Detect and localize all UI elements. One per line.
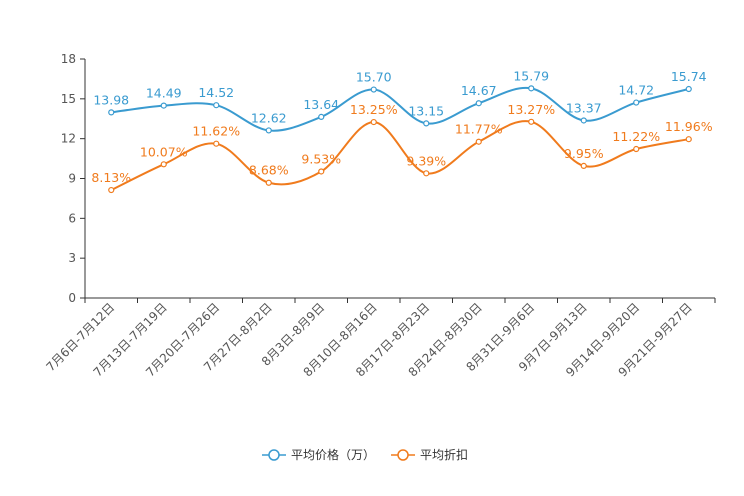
data-label: 11.96% bbox=[665, 119, 713, 134]
legend[interactable]: 平均价格（万） 平均折扣 bbox=[262, 447, 468, 462]
legend-swatch-marker bbox=[397, 449, 409, 461]
legend-label: 平均折扣 bbox=[420, 447, 468, 462]
y-tick-label: 15 bbox=[61, 92, 76, 106]
data-label: 15.79 bbox=[513, 68, 549, 83]
data-label: 9.95% bbox=[564, 146, 604, 161]
y-tick-label: 6 bbox=[68, 211, 76, 225]
data-point bbox=[528, 118, 535, 125]
y-tick-label: 3 bbox=[68, 251, 76, 265]
data-point bbox=[108, 109, 115, 116]
data-label: 14.72 bbox=[618, 83, 654, 98]
data-label: 10.07% bbox=[140, 144, 188, 159]
data-point bbox=[370, 86, 377, 93]
y-tick-label: 0 bbox=[68, 291, 76, 305]
data-point bbox=[370, 118, 377, 126]
legend-item-1[interactable]: 平均折扣 bbox=[391, 447, 468, 462]
data-label: 14.67 bbox=[461, 83, 497, 98]
series-lines bbox=[108, 85, 692, 194]
data-point bbox=[423, 170, 430, 177]
data-point bbox=[580, 117, 587, 124]
data-label: 15.74 bbox=[671, 69, 707, 84]
data-label: 13.15 bbox=[408, 103, 444, 118]
legend-swatch-marker bbox=[268, 449, 280, 461]
data-label: 8.68% bbox=[249, 163, 289, 178]
y-tick-label: 18 bbox=[61, 52, 76, 66]
data-point bbox=[685, 136, 692, 143]
data-point bbox=[213, 102, 220, 109]
data-label: 9.39% bbox=[406, 153, 446, 168]
data-point bbox=[423, 120, 430, 127]
data-label: 15.70 bbox=[356, 70, 392, 85]
data-label: 14.52 bbox=[198, 85, 234, 100]
data-point bbox=[213, 140, 220, 147]
data-labels: 13.98 14.49 14.52 12.62 13.64 15.70 13.15 14.67… bbox=[91, 68, 712, 185]
data-label: 8.13% bbox=[91, 170, 131, 185]
data-label: 9.53% bbox=[301, 151, 341, 166]
data-label: 13.37 bbox=[566, 100, 602, 115]
data-label: 13.64 bbox=[303, 97, 339, 112]
data-point bbox=[633, 99, 640, 106]
data-point bbox=[108, 186, 115, 194]
data-point bbox=[160, 161, 167, 168]
data-label: 11.62% bbox=[192, 124, 240, 139]
data-point bbox=[318, 168, 325, 175]
data-point bbox=[633, 145, 640, 153]
data-point bbox=[265, 127, 272, 134]
legend-item-0[interactable]: 平均价格（万） bbox=[262, 447, 375, 462]
data-point bbox=[475, 100, 482, 107]
data-point bbox=[580, 162, 587, 169]
y-tick-label: 12 bbox=[61, 132, 76, 146]
data-point bbox=[528, 85, 535, 92]
data-label: 14.49 bbox=[146, 86, 182, 101]
legend-label: 平均价格（万） bbox=[291, 447, 375, 462]
data-point bbox=[475, 138, 482, 145]
y-tick-label: 9 bbox=[68, 172, 76, 186]
data-label: 13.25% bbox=[350, 102, 398, 117]
data-point bbox=[318, 113, 325, 120]
data-label: 11.77% bbox=[455, 122, 503, 137]
data-point bbox=[265, 179, 272, 186]
data-label: 11.22% bbox=[612, 129, 660, 144]
data-label: 12.62 bbox=[251, 110, 287, 125]
data-label: 13.27% bbox=[507, 102, 555, 117]
data-label: 13.98 bbox=[93, 92, 129, 107]
data-point bbox=[685, 85, 692, 93]
data-point bbox=[160, 102, 167, 109]
